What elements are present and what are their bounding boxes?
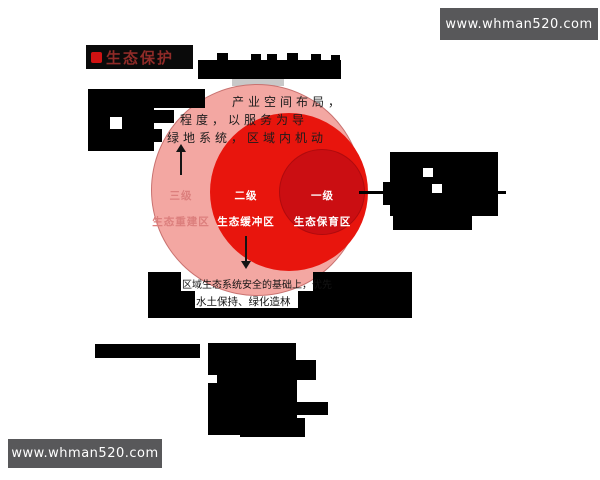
redaction-gap [423,168,433,177]
watermark-bottom: www.whman520.com [8,439,162,468]
watermark-bottom-text: www.whman520.com [11,446,159,461]
redaction-block [267,54,277,61]
paragraph-line: 绿地系统，区域内机动 [167,131,328,145]
redaction-block [198,60,341,79]
redaction-block [311,54,321,61]
redaction-block [154,129,162,142]
redaction-block [95,344,200,358]
zone-label-tertiary: 三级 生态重建区 [141,177,221,229]
redaction-block [154,110,174,123]
zone-level: 一级 [311,190,334,202]
arrow-down-stem [245,236,247,262]
zone-label-secondary: 二级 生态缓冲区 [206,177,286,229]
redaction-block [208,379,297,418]
redaction-block [208,343,296,379]
redaction-gap [110,117,122,129]
redaction-block [296,360,316,380]
redaction-block [297,402,328,415]
redaction-block [313,272,412,292]
redaction-block [148,308,412,318]
section-title-text: 生态保护 [106,48,175,67]
caption-line: 水土保持、绿化造林 [196,296,291,308]
watermark-top-text: www.whman520.com [445,16,593,32]
redaction-gap [432,184,442,193]
redaction-block [393,216,472,230]
zone-name: 生态重建区 [152,216,210,228]
redaction-block [148,272,181,291]
redaction-block [217,53,228,61]
zone-circle-primary [279,149,365,235]
redaction-block [148,291,195,309]
redaction-gap [208,375,217,383]
paragraph-line: 程度，以服务为导 [180,113,309,127]
section-title: 生态保护 [86,45,193,69]
redaction-block [240,432,305,437]
redaction-smudge [232,79,284,86]
redaction-block [383,182,390,205]
arrow-up-icon [176,144,186,152]
redaction-block [390,152,498,216]
caption-line: 区域生态系统安全的基础上，优先 [182,280,332,291]
paragraph-line: 产业空间布局， [232,95,345,109]
zone-name: 生态保育区 [293,216,352,228]
arrow-up-stem [180,151,182,175]
redaction-block [298,291,412,309]
zone-level: 三级 [169,190,193,202]
redaction-block [331,55,340,61]
zone-name: 生态缓冲区 [217,216,275,228]
connector-line [359,191,390,194]
red-square-bullet-icon [91,51,102,63]
redaction-block [208,418,305,435]
zone-label-primary: 一级 生态保育区 [280,177,365,229]
redaction-block [287,53,298,61]
redaction-block [251,54,261,61]
watermark-top: www.whman520.com [440,8,598,40]
arrow-down-icon [241,261,251,269]
connector-line [498,191,506,194]
zone-level: 二级 [234,190,258,202]
